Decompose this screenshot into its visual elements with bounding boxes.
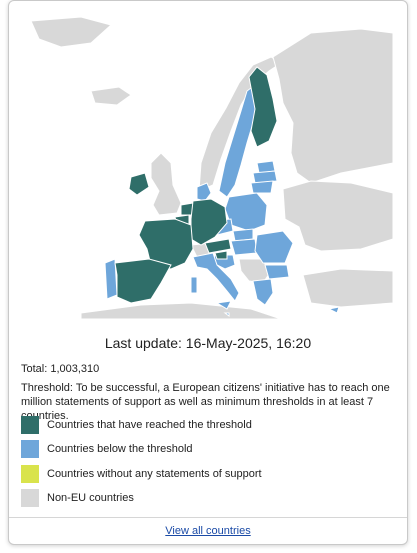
country-hungary [230, 238, 258, 256]
country-latvia [252, 170, 278, 184]
country-greece [252, 278, 274, 306]
legend-swatch-below [21, 440, 39, 458]
initiative-card: Last update: 16-May-2025, 16:20 Total: 1… [8, 0, 408, 545]
legend-label-below: Countries below the threshold [47, 443, 193, 455]
country-france [138, 218, 194, 270]
country-cyprus [327, 306, 340, 314]
legend-label-reached: Countries that have reached the threshol… [47, 418, 252, 431]
country-bulgaria [264, 264, 290, 280]
country-iceland [90, 86, 132, 106]
country-belarus-ukraine [282, 180, 393, 252]
country-sardinia [190, 276, 198, 294]
country-north-africa [80, 302, 282, 319]
legend-item-none: Countries without any statements of supp… [21, 462, 397, 485]
country-denmark [196, 182, 212, 202]
country-germany [190, 198, 228, 246]
country-italy [192, 252, 240, 302]
country-austria [204, 238, 232, 254]
country-russia-north [272, 28, 393, 184]
europe-map-svg [30, 16, 393, 319]
legend-swatch-non-eu [21, 489, 39, 507]
legend-item-non-eu: Non-EU countries [21, 487, 397, 510]
europe-map [21, 13, 393, 319]
country-greenland [30, 16, 113, 48]
map-legend: Countries that have reached the threshol… [21, 413, 397, 511]
country-turkey [302, 268, 393, 308]
country-uk [150, 152, 182, 216]
legend-label-none: Countries without any statements of supp… [47, 467, 262, 480]
threshold-text: Threshold: To be successful, a European … [21, 382, 390, 422]
country-slovenia [214, 250, 228, 260]
last-update: Last update: 16-May-2025, 16:20 [104, 335, 312, 351]
legend-label-non-eu: Non-EU countries [47, 492, 134, 504]
legend-swatch-reached [21, 415, 39, 434]
country-lithuania [250, 180, 274, 194]
country-ireland [128, 172, 150, 196]
country-sicily [215, 300, 232, 310]
country-romania [254, 230, 294, 264]
country-malta [223, 312, 230, 317]
card-footer: View all countries [9, 517, 407, 544]
legend-swatch-none [21, 464, 39, 483]
view-all-countries-link[interactable]: View all countries [165, 525, 251, 537]
country-finland [248, 66, 278, 148]
total-count: Total: 1,003,310 [21, 363, 100, 375]
legend-item-reached: Countries that have reached the threshol… [21, 413, 397, 436]
country-spain [114, 258, 172, 304]
legend-item-below: Countries below the threshold [21, 438, 397, 461]
